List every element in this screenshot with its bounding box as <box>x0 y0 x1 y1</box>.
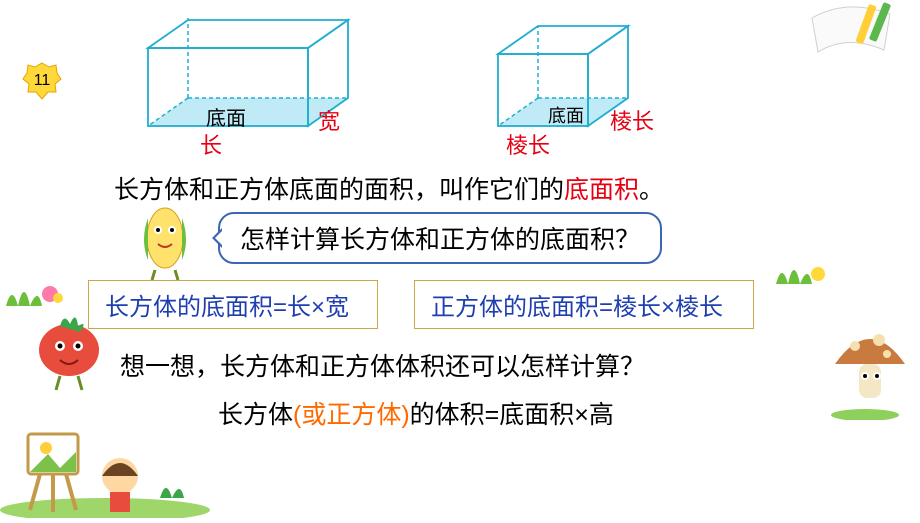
cube-edge-side-label: 棱长 <box>610 104 654 136</box>
formula-cube-text: 正方体的底面积=棱长×棱长 <box>431 294 723 321</box>
question-speech-bubble: 怎样计算长方体和正方体的底面积？ <box>218 212 662 264</box>
vf-b: (或正方体) <box>293 401 410 429</box>
slide: 11 底面 宽 长 底 <box>0 0 920 518</box>
grass-icon <box>2 272 67 307</box>
volume-formula-line: 长方体(或正方体)的体积=底面积×高 <box>218 395 614 431</box>
vf-a: 长方体 <box>218 401 293 429</box>
cube-base-label: 底面 <box>548 102 584 128</box>
easel-scene-icon <box>0 428 210 518</box>
paper-pencil-icon <box>792 0 912 70</box>
formula-cuboid-text: 长方体的底面积=长×宽 <box>105 294 349 321</box>
badge-number-text: 11 <box>22 62 62 100</box>
definition-highlight: 底面积 <box>564 176 639 204</box>
corn-character <box>130 200 200 280</box>
grass-icon <box>772 250 837 285</box>
cuboid-length-label: 长 <box>200 128 222 160</box>
badge-11: 11 <box>22 62 62 100</box>
think-text: 想一想，长方体和正方体体积还可以怎样计算？ <box>120 353 645 381</box>
vf-c: 的体积=底面积×高 <box>410 401 614 429</box>
definition-text-c: 。 <box>639 176 664 204</box>
cube-edge-front-label: 棱长 <box>506 128 550 160</box>
mushroom-icon <box>825 320 915 420</box>
cuboid-width-label: 宽 <box>318 104 340 136</box>
cube-diagram: 底面 棱长 棱长 <box>488 18 668 140</box>
question-text: 怎样计算长方体和正方体的底面积？ <box>240 226 640 254</box>
cuboid-base-label: 底面 <box>206 102 246 131</box>
formula-cube-box: 正方体的底面积=棱长×棱长 <box>414 280 754 329</box>
tomato-character <box>30 302 108 392</box>
think-line: 想一想，长方体和正方体体积还可以怎样计算？ <box>120 347 645 383</box>
cuboid-diagram: 底面 宽 长 <box>138 8 378 143</box>
formula-cuboid-box: 长方体的底面积=长×宽 <box>88 280 378 329</box>
